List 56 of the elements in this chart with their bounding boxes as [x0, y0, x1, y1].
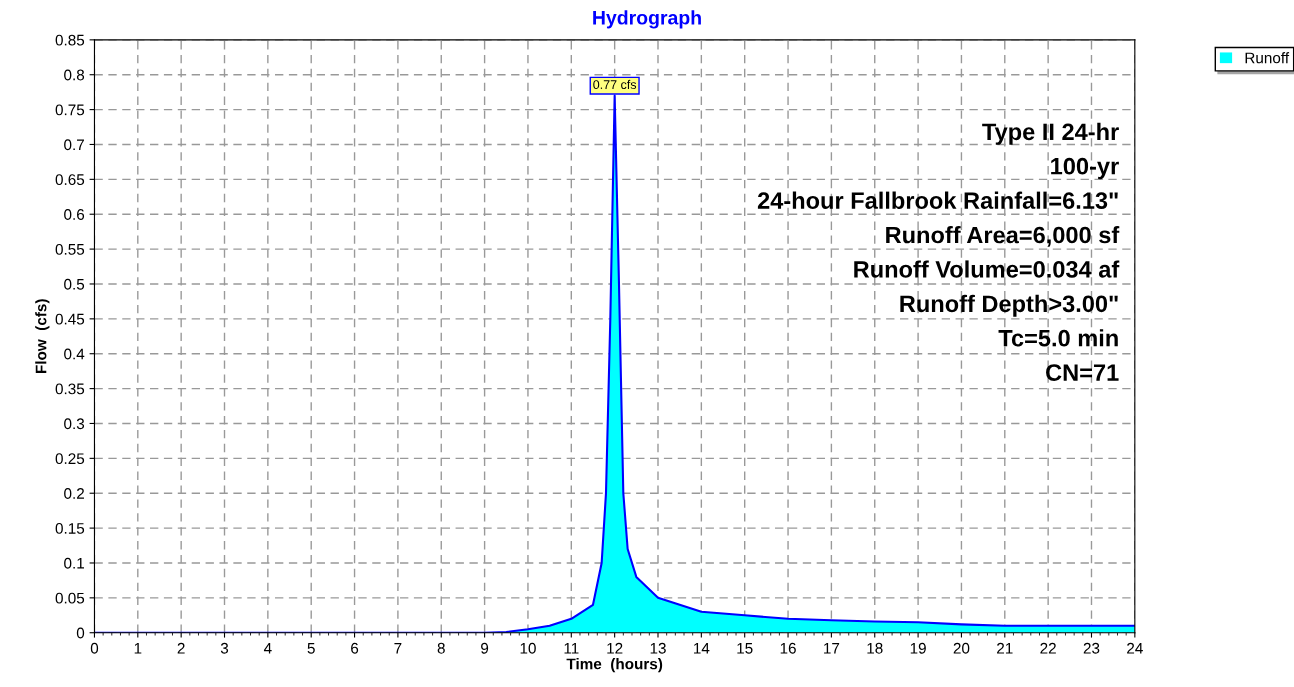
- y-tick-label: 0.65: [55, 174, 85, 186]
- y-tick-label: 0.7: [64, 139, 84, 151]
- y-tick-label: 0.2: [64, 488, 84, 499]
- x-axis-title: Time (hours): [566, 658, 663, 673]
- annotation: Runoff Volume=0.034 af: [854, 260, 1120, 278]
- chart-title: Hydrograph: [593, 10, 701, 29]
- annotation: Type II 24-hr: [982, 122, 1119, 145]
- x-tick-label: 8: [437, 642, 445, 654]
- legend-label: Runoff: [1245, 52, 1290, 64]
- x-tick-label: 11: [564, 643, 579, 654]
- x-tick-label: 6: [351, 642, 359, 654]
- x-tick-label: 22: [1040, 642, 1056, 654]
- x-tick-label: 19: [910, 642, 926, 654]
- x-tick-label: 7: [394, 643, 402, 654]
- annotation: 0.77 cfs: [593, 79, 637, 90]
- y-tick-label: 0.1: [64, 557, 84, 569]
- x-tick-label: 1: [134, 643, 142, 654]
- y-tick-label: 0.55: [55, 243, 85, 255]
- x-tick-label: 2: [177, 642, 185, 654]
- x-tick-label: 15: [737, 643, 753, 654]
- annotation: 24-hour Fallbrook Rainfall=6.13": [757, 191, 1118, 209]
- y-tick-label: 0.75: [55, 104, 85, 116]
- x-tick-label: 0: [90, 642, 99, 654]
- y-tick-label: 0.4: [64, 348, 85, 360]
- y-tick-label: 0.45: [55, 313, 85, 325]
- y-tick-label: 0.05: [55, 592, 85, 604]
- x-tick-label: 10: [520, 642, 536, 654]
- x-tick-label: 18: [867, 642, 883, 654]
- y-axis-title: Flow (cfs): [35, 299, 50, 374]
- x-tick-label: 5: [307, 643, 315, 654]
- x-tick-label: 16: [780, 642, 796, 654]
- annotation: Runoff Area=6,000 sf: [886, 226, 1120, 247]
- y-tick-label: 0.5: [64, 278, 85, 290]
- annotation: Runoff Depth>3.00": [900, 294, 1118, 317]
- x-tick-label: 20: [953, 642, 970, 654]
- x-tick-label: 24: [1127, 642, 1143, 654]
- y-tick-label: 0: [76, 627, 85, 639]
- x-tick-label: 12: [607, 642, 623, 654]
- annotation: Tc=5.0 min: [998, 329, 1118, 347]
- x-tick-label: 17: [824, 643, 840, 654]
- x-tick-label: 14: [694, 643, 710, 654]
- annotation: 100-yr: [1051, 157, 1119, 180]
- x-tick-label: 4: [263, 643, 272, 654]
- y-tick-label: 0.15: [55, 522, 85, 534]
- x-tick-label: 13: [650, 642, 666, 654]
- x-tick-label: 23: [1083, 642, 1100, 654]
- y-tick-label: 0.8: [64, 69, 85, 81]
- x-tick-label: 9: [481, 642, 489, 654]
- x-tick-label: 21: [997, 642, 1013, 654]
- annotation: CN=71: [1046, 364, 1119, 381]
- y-tick-label: 0.3: [64, 418, 85, 430]
- x-tick-label: 3: [220, 642, 229, 654]
- y-tick-label: 0.6: [64, 209, 85, 220]
- y-tick-label: 0.85: [55, 34, 85, 46]
- y-tick-label: 0.25: [55, 453, 85, 465]
- y-tick-label: 0.35: [55, 383, 85, 395]
